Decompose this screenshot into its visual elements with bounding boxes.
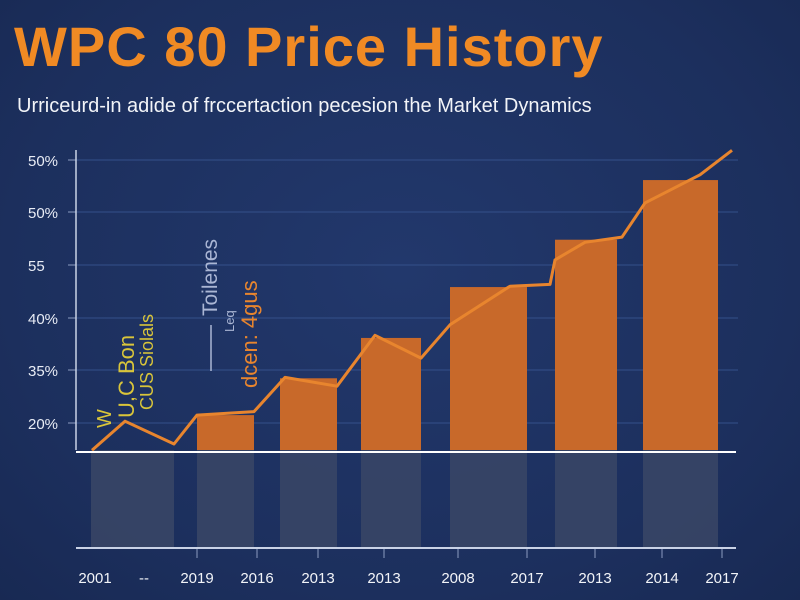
reflection-column — [643, 450, 718, 547]
bar — [197, 415, 254, 450]
annotation-leq: Leq — [222, 310, 237, 332]
x-tick-label: 2019 — [180, 570, 213, 587]
y-tick-label: 20% — [28, 416, 58, 433]
chart-title: WPC 80 Price History — [14, 15, 604, 78]
x-tick-label: 2013 — [301, 570, 334, 587]
reflection-column — [361, 450, 421, 547]
y-tick-label: 50% — [28, 153, 58, 170]
x-tick-label: 2017 — [705, 570, 738, 587]
x-tick-label: 2017 — [510, 570, 543, 587]
annotation-toilenes: Toilenes — [199, 238, 222, 316]
y-tick-label: 55 — [28, 258, 45, 275]
reflection-column — [280, 450, 337, 547]
bar — [643, 180, 718, 451]
bar — [555, 239, 617, 450]
x-tick-label: 2008 — [441, 570, 474, 587]
annotation-cus-siolals: CUS Siolals — [137, 313, 157, 410]
reflection-column — [555, 450, 617, 547]
x-tick-label: -- — [139, 570, 149, 587]
reflection-column — [197, 450, 254, 547]
bar — [280, 378, 337, 450]
y-tick-label: 40% — [28, 311, 58, 328]
x-tick-label: 2001 — [78, 570, 111, 587]
x-tick-label: 2013 — [367, 570, 400, 587]
reflection-column — [91, 450, 174, 547]
x-tick-label: 2013 — [578, 570, 611, 587]
bar — [450, 287, 527, 450]
x-tick-label: 2016 — [240, 570, 273, 587]
price-line — [91, 149, 733, 452]
chart-subtitle: Urriceurd-in adide of frccertaction pece… — [17, 95, 592, 117]
y-tick-label: 50% — [28, 205, 58, 222]
y-tick-label: 35% — [28, 363, 58, 380]
x-tick-label: 2014 — [645, 570, 678, 587]
bar — [361, 337, 421, 450]
annotation-dcen: dcen: 4gus — [237, 280, 262, 388]
reflection-column — [450, 450, 527, 547]
